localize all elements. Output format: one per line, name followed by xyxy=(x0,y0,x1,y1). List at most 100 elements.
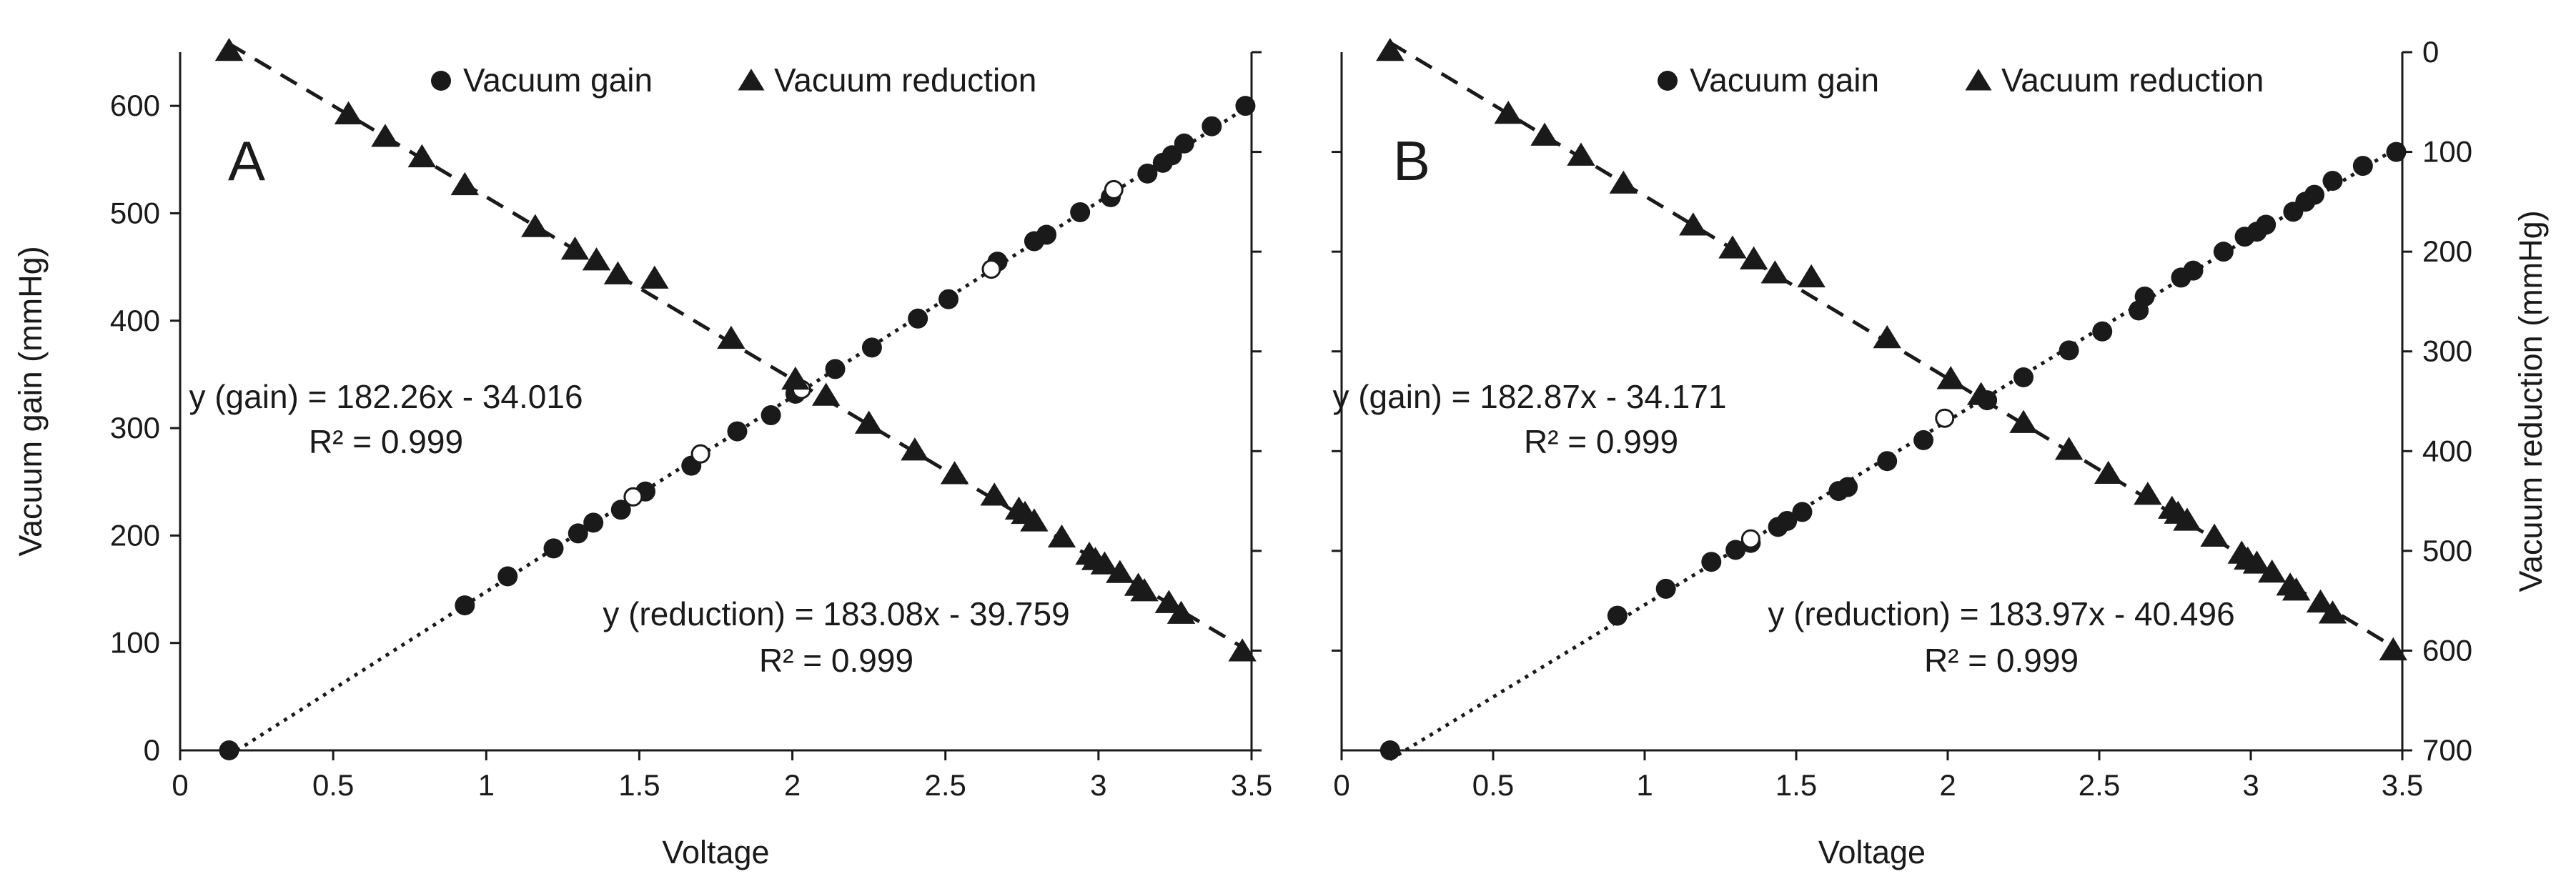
y-left-tick-label: 0 xyxy=(144,733,160,767)
legend-circle-icon xyxy=(1658,71,1678,91)
gain-data-point xyxy=(2352,156,2373,177)
reduction-data-point xyxy=(901,437,929,461)
gain-data-point xyxy=(2386,141,2407,162)
gain-open-data-point xyxy=(623,487,643,507)
reduction-data-point xyxy=(1936,366,1965,389)
reduction-data-point xyxy=(1718,235,1747,259)
legend-triangle-icon xyxy=(738,69,765,91)
x-axis-title: Voltage xyxy=(662,834,769,870)
gain-data-point xyxy=(543,538,564,559)
gain-data-point xyxy=(938,289,958,309)
reduction-data-point xyxy=(2009,409,2038,433)
x-tick-label: 1.5 xyxy=(618,768,660,802)
gain-data-point xyxy=(727,421,748,442)
y-right-tick-label: 100 xyxy=(2422,135,2472,169)
annotation-reduction-r2: R² = 0.999 xyxy=(759,642,913,679)
y-right-tick-label: 700 xyxy=(2422,733,2472,767)
y-right-tick-label: 300 xyxy=(2422,334,2472,368)
gain-data-point xyxy=(2322,171,2343,192)
gain-data-point xyxy=(2134,286,2155,307)
reduction-data-point xyxy=(940,461,969,485)
x-tick-label: 1.5 xyxy=(1775,768,1817,802)
reduction-data-point xyxy=(1228,638,1257,662)
reduction-data-point xyxy=(603,261,633,284)
annotation-reduction-equation: y (reduction) = 183.97x - 40.496 xyxy=(1768,595,2234,632)
reduction-data-point xyxy=(1020,508,1049,532)
y-axis-left-title: Vacuum gain (mmHg) xyxy=(12,246,49,556)
reduction-data-point xyxy=(1090,551,1119,575)
reduction-data-point xyxy=(980,482,1009,506)
y-right-tick-label: 200 xyxy=(2422,234,2472,268)
reduction-data-point xyxy=(1679,212,1708,236)
y-left-tick-label: 200 xyxy=(110,518,160,552)
gain-data-point xyxy=(2304,184,2325,205)
reduction-data-point xyxy=(2054,437,2084,460)
x-tick-label: 3.5 xyxy=(1231,768,1272,802)
reduction-data-point xyxy=(521,214,550,237)
gain-data-point xyxy=(497,566,518,587)
annotation-reduction-equation: y (reduction) = 183.08x - 39.759 xyxy=(603,595,1069,632)
gain-data-point xyxy=(1777,510,1798,531)
x-tick-label: 1 xyxy=(1636,768,1653,802)
x-tick-label: 2 xyxy=(784,768,801,802)
x-tick-label: 1 xyxy=(478,768,495,802)
reduction-data-point xyxy=(2379,637,2407,661)
reduction-data-point xyxy=(2306,589,2335,613)
gain-data-point xyxy=(219,740,239,760)
gain-data-point xyxy=(1913,429,1934,450)
gain-data-point xyxy=(2213,242,2234,262)
x-tick-label: 0 xyxy=(172,768,188,802)
gain-data-point xyxy=(908,308,928,329)
gain-data-point xyxy=(583,512,604,533)
gain-data-point xyxy=(1137,163,1158,184)
gain-open-data-point xyxy=(1104,179,1124,199)
gain-data-point xyxy=(2013,367,2033,388)
gain-data-point xyxy=(2092,321,2113,342)
gain-data-point xyxy=(761,405,781,426)
gain-data-point xyxy=(1036,224,1057,245)
panel-label: A xyxy=(228,129,265,192)
x-axis-title: Voltage xyxy=(1818,834,1926,870)
y-right-tick-label: 600 xyxy=(2422,633,2472,667)
annotation-gain-equation: y (gain) = 182.87x - 34.171 xyxy=(1332,378,1726,415)
gain-data-point xyxy=(2183,260,2204,281)
reduction-data-point xyxy=(2200,523,2229,547)
x-tick-label: 0.5 xyxy=(312,768,354,802)
x-tick-label: 2.5 xyxy=(2079,768,2120,802)
gain-data-point xyxy=(1725,540,1746,560)
reduction-data-point xyxy=(1797,264,1826,288)
gain-data-point xyxy=(825,359,846,379)
reduction-data-point xyxy=(371,124,400,147)
legend-label-reduction: Vacuum reduction xyxy=(2001,61,2264,99)
reduction-data-point xyxy=(2173,507,2201,531)
reduction-data-point xyxy=(1166,600,1196,624)
gain-open-data-point xyxy=(690,444,710,464)
reduction-data-point xyxy=(1739,246,1768,269)
reduction-data-point xyxy=(450,172,480,196)
x-tick-label: 2 xyxy=(1939,768,1956,802)
reduction-data-point xyxy=(560,237,590,260)
reduction-data-point xyxy=(582,247,611,271)
reduction-data-point xyxy=(717,325,745,349)
reduction-data-point xyxy=(1106,560,1134,583)
gain-data-point xyxy=(1235,96,1256,116)
reduction-data-point xyxy=(1760,260,1790,284)
gain-open-data-point xyxy=(1740,529,1760,549)
gain-data-point xyxy=(1174,133,1194,154)
gain-data-point xyxy=(1070,202,1091,222)
legend-label-gain: Vacuum gain xyxy=(463,61,653,99)
gain-data-point xyxy=(1701,552,1722,572)
reduction-data-point xyxy=(854,410,883,434)
gain-data-point xyxy=(1877,451,1898,472)
y-right-tick-label: 400 xyxy=(2422,434,2472,467)
x-tick-label: 3.5 xyxy=(2382,768,2423,802)
gain-open-data-point xyxy=(1935,408,1955,428)
reduction-data-point xyxy=(1609,170,1638,194)
legend-circle-icon xyxy=(431,71,451,91)
y-left-tick-label: 400 xyxy=(110,304,160,337)
reduction-data-point xyxy=(1130,578,1159,602)
reduction-data-point xyxy=(640,265,669,289)
chart-panel-a: 0 0.5 1 1.5 2 2.5 3 3.5 0 100 200 300 400 500 600 Volta… xyxy=(12,37,1272,870)
reduction-data-point xyxy=(2134,482,2162,505)
reduction-data-point xyxy=(407,144,437,168)
